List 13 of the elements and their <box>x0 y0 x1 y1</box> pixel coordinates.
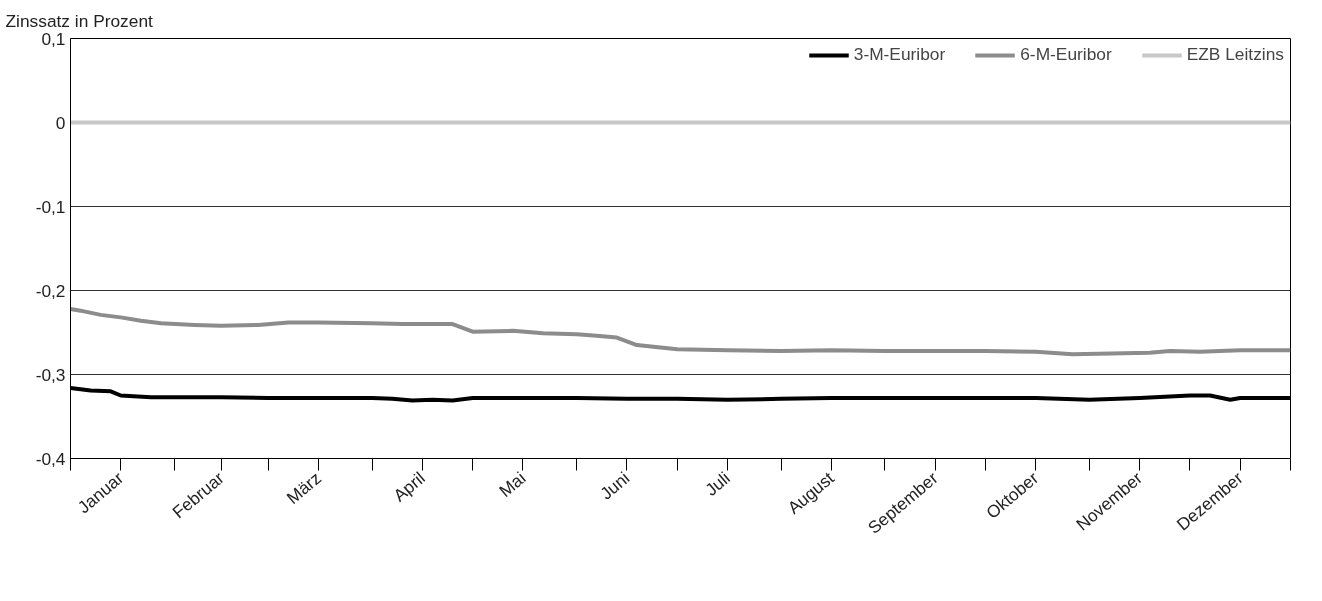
legend-label: 6-M-Euribor <box>1020 44 1112 65</box>
x-tick-label: Juli <box>701 467 734 500</box>
y-tick-label: -0,3 <box>35 364 66 385</box>
legend-label: EZB Leitzins <box>1186 44 1284 65</box>
y-axis-title: Zinssatz in Prozent <box>5 10 154 31</box>
y-tick-label: 0,1 <box>41 28 66 49</box>
y-tick-label: -0,1 <box>35 196 66 217</box>
legend-label: 3-M-Euribor <box>853 44 946 65</box>
x-tick-label: Juni <box>596 467 634 504</box>
y-tick-label: -0,4 <box>35 448 66 469</box>
x-tick-label: Mai <box>495 467 530 502</box>
y-tick-label: -0,2 <box>35 280 66 301</box>
y-tick-label: 0 <box>55 112 66 133</box>
